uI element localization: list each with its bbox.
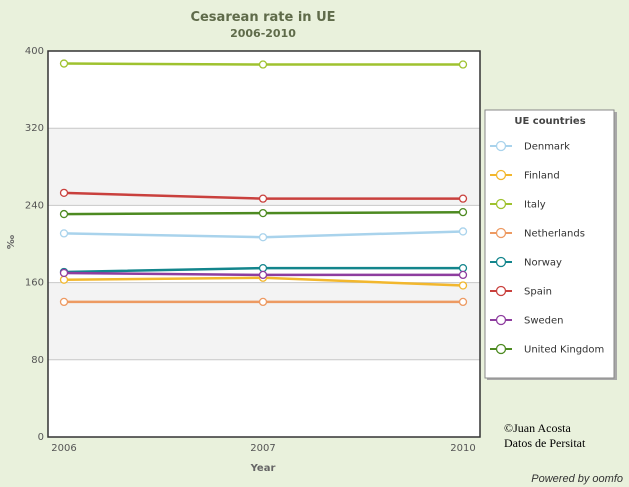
legend-label: Norway xyxy=(524,258,562,269)
y-tick-label: 0 xyxy=(38,432,44,443)
legend-swatch-marker xyxy=(495,256,507,268)
legend-item-norway[interactable]: Norway xyxy=(490,256,562,269)
data-point-spain[interactable] xyxy=(458,194,468,203)
series-denmark xyxy=(59,227,468,242)
legend-title: UE countries xyxy=(514,116,585,127)
legend-label: Sweden xyxy=(524,316,564,327)
data-point-sweden[interactable] xyxy=(59,268,69,278)
legend-swatch-marker xyxy=(495,227,507,239)
data-point-denmark[interactable] xyxy=(59,229,69,238)
series-spain xyxy=(59,188,468,203)
legend-box xyxy=(484,109,615,379)
x-tick-label: 2007 xyxy=(250,443,275,454)
legend-swatch-marker xyxy=(495,285,507,297)
legend-label: Netherlands xyxy=(524,229,585,240)
series-netherlands xyxy=(59,297,468,307)
y-tick-label: 240 xyxy=(25,200,44,211)
data-point-spain[interactable] xyxy=(258,194,268,203)
plot-band xyxy=(48,128,480,206)
data-point-netherlands[interactable] xyxy=(458,297,468,307)
credit-source: Datos de Persitat xyxy=(504,436,586,450)
y-tick-label: 80 xyxy=(31,355,44,366)
series-united-kingdom xyxy=(59,208,468,219)
series-italy xyxy=(59,59,468,69)
credit-author: ©Juan Acosta xyxy=(504,421,571,435)
data-point-norway[interactable] xyxy=(458,263,468,273)
legend-label: Spain xyxy=(524,287,552,298)
legend-swatch-marker xyxy=(495,140,507,152)
legend-swatch-marker xyxy=(495,198,507,210)
plot-background xyxy=(48,51,480,437)
legend-item-united-kingdom[interactable]: United Kingdom xyxy=(490,343,604,356)
legend-label: Denmark xyxy=(524,142,570,153)
data-point-netherlands[interactable] xyxy=(59,297,69,307)
x-tick-label: 2006 xyxy=(51,443,76,454)
chart-title: Cesarean rate in UE xyxy=(190,10,335,25)
data-point-finland[interactable] xyxy=(59,275,69,284)
y-tick-label: 320 xyxy=(25,123,44,134)
data-point-finland[interactable] xyxy=(458,281,468,290)
data-point-italy[interactable] xyxy=(59,59,69,68)
legend-swatch-marker xyxy=(495,314,507,326)
data-point-italy[interactable] xyxy=(258,60,268,69)
x-axis-ticks: 2006 2007 2010 xyxy=(51,443,475,454)
powered-by: Powered by oomfo xyxy=(531,473,623,485)
chart-subtitle: 2006-2010 xyxy=(230,27,296,40)
legend-item-denmark[interactable]: Denmark xyxy=(490,140,570,153)
y-tick-label: 400 xyxy=(25,46,44,57)
data-point-united-kingdom[interactable] xyxy=(258,208,268,218)
data-point-spain[interactable] xyxy=(59,188,69,198)
y-tick-label: 160 xyxy=(25,278,44,289)
data-point-netherlands[interactable] xyxy=(258,297,268,307)
series-sweden xyxy=(59,268,468,280)
data-point-sweden[interactable] xyxy=(258,270,268,280)
y-axis-label: ‰ xyxy=(6,234,17,249)
legend: UE countries Denmark Finland Italy Netherla… xyxy=(484,109,617,380)
data-point-italy[interactable] xyxy=(458,60,468,69)
legend-swatch-marker xyxy=(495,343,507,355)
series-layer xyxy=(59,59,468,307)
x-tick-label: 2010 xyxy=(450,443,475,454)
data-point-sweden[interactable] xyxy=(458,270,468,280)
plot-band xyxy=(48,359,480,437)
credit-note: ©Juan Acosta Datos de Persitat xyxy=(504,421,585,451)
plot-band xyxy=(48,282,480,360)
x-axis-label: Year xyxy=(250,463,276,474)
data-point-norway[interactable] xyxy=(258,263,268,273)
legend-item-netherlands[interactable]: Netherlands xyxy=(490,227,585,240)
data-point-united-kingdom[interactable] xyxy=(59,209,69,219)
data-point-united-kingdom[interactable] xyxy=(458,208,468,217)
legend-item-italy[interactable]: Italy xyxy=(490,198,546,211)
legend-item-sweden[interactable]: Sweden xyxy=(490,314,564,327)
plot-frame xyxy=(47,50,481,438)
data-point-denmark[interactable] xyxy=(258,233,268,242)
legend-label: United Kingdom xyxy=(524,345,604,356)
legend-item-spain[interactable]: Spain xyxy=(490,285,552,298)
legend-label: Italy xyxy=(524,200,546,211)
legend-label: Finland xyxy=(524,171,560,182)
y-axis-ticks: 0 80 160 240 320 400 xyxy=(25,46,44,443)
legend-item-finland[interactable]: Finland xyxy=(490,169,560,182)
legend-swatch-marker xyxy=(495,169,507,181)
data-point-denmark[interactable] xyxy=(458,227,468,236)
